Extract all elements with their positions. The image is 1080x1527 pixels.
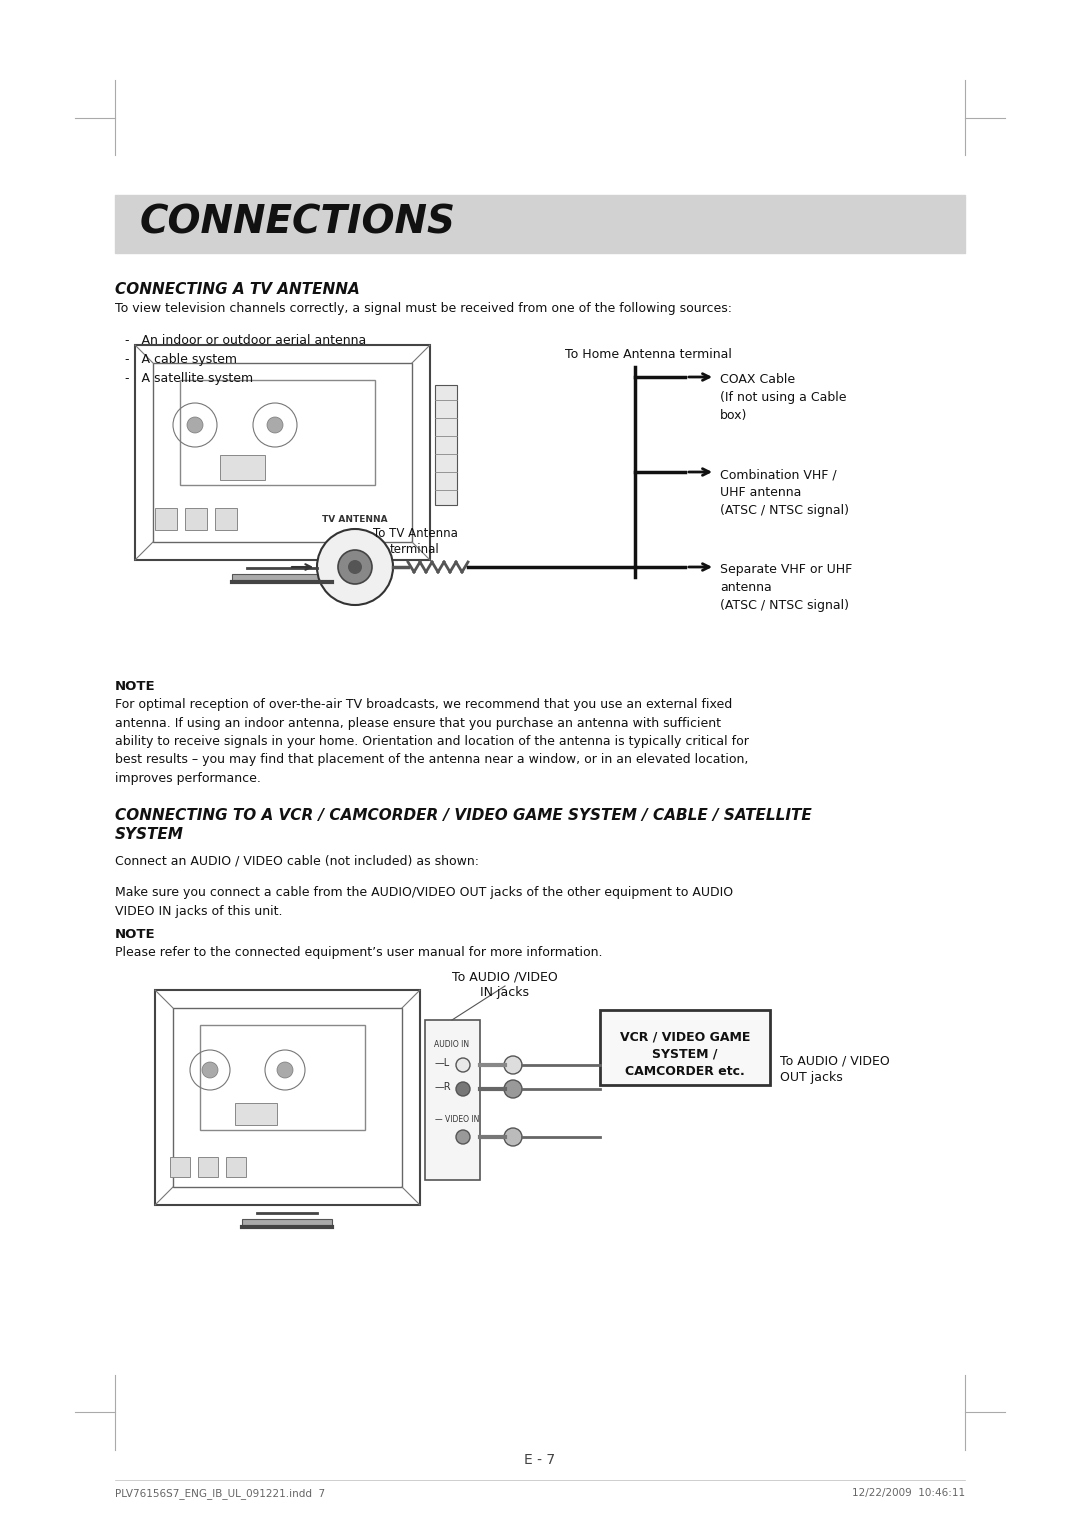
Circle shape: [456, 1083, 470, 1096]
Text: To view television channels correctly, a signal must be received from one of the: To view television channels correctly, a…: [114, 302, 732, 315]
Bar: [220, 455, 265, 479]
Text: TV ANTENNA: TV ANTENNA: [322, 515, 388, 524]
Text: For optimal reception of over-the-air TV broadcasts, we recommend that you use a: For optimal reception of over-the-air TV…: [114, 698, 748, 785]
Text: To TV Antenna
terminal: To TV Antenna terminal: [373, 527, 458, 556]
Bar: [153, 363, 411, 542]
Bar: [200, 1025, 365, 1130]
Text: Make sure you connect a cable from the AUDIO/VIDEO OUT jacks of the other equipm: Make sure you connect a cable from the A…: [114, 886, 733, 918]
Text: CONNECTING TO A VCR / CAMCORDER / VIDEO GAME SYSTEM / CABLE / SATELLITE
SYSTEM: CONNECTING TO A VCR / CAMCORDER / VIDEO …: [114, 808, 812, 841]
Text: Please refer to the connected equipment’s user manual for more information.: Please refer to the connected equipment’…: [114, 947, 603, 959]
Text: VCR / VIDEO GAME
SYSTEM /
CAMCORDER etc.: VCR / VIDEO GAME SYSTEM / CAMCORDER etc.: [620, 1031, 751, 1078]
Circle shape: [456, 1130, 470, 1144]
Circle shape: [267, 417, 283, 434]
Text: — VIDEO IN: — VIDEO IN: [435, 1115, 480, 1124]
Bar: [198, 1157, 218, 1177]
Bar: [170, 1157, 190, 1177]
Text: To Home Antenna terminal: To Home Antenna terminal: [565, 348, 732, 360]
Circle shape: [187, 417, 203, 434]
Text: E - 7: E - 7: [525, 1454, 555, 1467]
Circle shape: [276, 1061, 293, 1078]
Text: To AUDIO / VIDEO
OUT jacks: To AUDIO / VIDEO OUT jacks: [780, 1055, 890, 1084]
Text: Combination VHF /
UHF antenna
(ATSC / NTSC signal): Combination VHF / UHF antenna (ATSC / NT…: [720, 467, 849, 518]
Circle shape: [348, 560, 362, 574]
Circle shape: [318, 528, 393, 605]
Bar: [156, 989, 420, 1205]
Text: -   A cable system: - A cable system: [125, 353, 237, 366]
Bar: [226, 1157, 246, 1177]
Bar: [215, 508, 237, 530]
Text: NOTE: NOTE: [114, 928, 156, 941]
Text: Separate VHF or UHF
antenna
(ATSC / NTSC signal): Separate VHF or UHF antenna (ATSC / NTSC…: [720, 563, 852, 612]
Bar: [426, 1020, 480, 1180]
Circle shape: [504, 1080, 522, 1098]
Text: —L: —L: [435, 1058, 450, 1067]
Bar: [232, 574, 332, 582]
Bar: [600, 1009, 770, 1086]
Text: CONNECTING A TV ANTENNA: CONNECTING A TV ANTENNA: [114, 282, 360, 296]
Text: To AUDIO /VIDEO
IN jacks: To AUDIO /VIDEO IN jacks: [453, 970, 558, 999]
Circle shape: [504, 1057, 522, 1073]
Text: -   A satellite system: - A satellite system: [125, 373, 253, 385]
Circle shape: [338, 550, 372, 583]
Text: Connect an AUDIO / VIDEO cable (not included) as shown:: Connect an AUDIO / VIDEO cable (not incl…: [114, 854, 480, 867]
Text: —R: —R: [435, 1083, 451, 1092]
Bar: [242, 1219, 332, 1228]
Text: NOTE: NOTE: [114, 680, 156, 693]
Bar: [173, 1008, 402, 1186]
Text: COAX Cable
(If not using a Cable
box): COAX Cable (If not using a Cable box): [720, 373, 847, 421]
Bar: [435, 385, 457, 505]
Text: AUDIO IN: AUDIO IN: [434, 1040, 470, 1049]
Bar: [156, 508, 177, 530]
Circle shape: [456, 1058, 470, 1072]
Circle shape: [504, 1128, 522, 1145]
Text: 12/22/2009  10:46:11: 12/22/2009 10:46:11: [852, 1487, 966, 1498]
Text: CONNECTIONS: CONNECTIONS: [140, 203, 456, 241]
Bar: [135, 345, 430, 560]
Text: -   An indoor or outdoor aerial antenna: - An indoor or outdoor aerial antenna: [125, 334, 366, 347]
Text: PLV76156S7_ENG_IB_UL_091221.indd  7: PLV76156S7_ENG_IB_UL_091221.indd 7: [114, 1487, 325, 1500]
Bar: [235, 1102, 276, 1125]
Bar: [180, 380, 375, 486]
Bar: [114, 195, 966, 253]
Circle shape: [202, 1061, 218, 1078]
Bar: [185, 508, 207, 530]
